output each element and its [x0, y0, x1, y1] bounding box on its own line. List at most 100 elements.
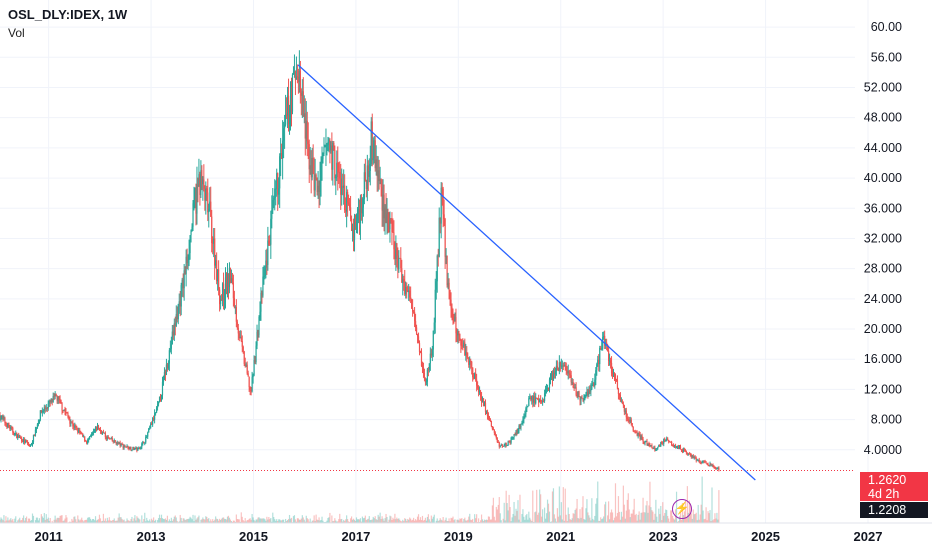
volume-bar [664, 512, 666, 523]
volume-bar [45, 514, 47, 523]
candle-body [59, 399, 61, 401]
candle-body [87, 440, 89, 444]
lightning-bolt-icon[interactable]: ⚡ [672, 499, 692, 519]
candle-body [318, 185, 320, 192]
candle-body [317, 185, 319, 192]
chart-grid [0, 0, 869, 523]
volume-bar [508, 494, 510, 523]
candle-body [103, 432, 105, 434]
volume-bar [505, 490, 507, 523]
symbol-title[interactable]: OSL_DLY:IDEX, 1W [8, 7, 128, 22]
candle-body [327, 142, 329, 145]
candle-body [345, 210, 347, 212]
candle-body [205, 188, 207, 201]
volume-bar [280, 520, 282, 523]
volume-bar [453, 520, 455, 523]
candlestick-series [0, 50, 720, 472]
volume-bar [611, 512, 614, 523]
volume-bar [702, 510, 704, 523]
volume-bar [18, 519, 20, 523]
candle-body [628, 420, 630, 422]
candle-body [344, 185, 346, 211]
volume-bar [260, 518, 262, 523]
candle-body [164, 372, 167, 376]
candle-body [253, 359, 255, 376]
volume-bar [606, 521, 608, 523]
volume-bar [463, 519, 465, 523]
volume-bar [499, 513, 501, 523]
volume-bar [167, 521, 169, 523]
volume-bar [718, 490, 720, 523]
volume-label[interactable]: Vol [8, 26, 25, 40]
volume-bar [446, 520, 448, 523]
volume-bar [6, 520, 8, 523]
volume-bar [585, 508, 587, 523]
candle-body [266, 260, 268, 265]
volume-bar [342, 521, 344, 523]
volume-bar [603, 516, 605, 523]
candle-body [532, 395, 534, 403]
volume-bar [677, 521, 680, 523]
candle-body [453, 319, 455, 321]
candle-body [636, 432, 638, 436]
candle-body [155, 407, 158, 413]
volume-bar [265, 520, 267, 523]
candle-body [378, 170, 380, 182]
volume-bar [99, 518, 102, 523]
volume-bar [187, 519, 189, 523]
candle-body [219, 289, 221, 305]
candle-body [510, 437, 512, 443]
volume-bar [127, 520, 129, 523]
candle-body [233, 298, 235, 308]
volume-bar [493, 516, 495, 523]
candle-body [171, 331, 173, 345]
candle-body [427, 369, 429, 371]
time-tick-label: 2011 [35, 529, 63, 544]
candle-body [671, 442, 673, 445]
volume-bar [350, 516, 353, 523]
volume-bar [55, 519, 57, 523]
volume-bar [114, 520, 116, 523]
volume-bar [660, 505, 662, 523]
volume-bar [406, 520, 408, 523]
trend-line[interactable] [297, 64, 756, 481]
candle-body [433, 322, 435, 331]
volume-bar [633, 498, 635, 523]
candle-body [480, 396, 483, 403]
candle-body [410, 297, 412, 300]
candle-body [431, 349, 433, 356]
price-axis: 60.00 56.00 52.000 48.000 44.000 40.000 36.000… [864, 20, 902, 457]
candle-body [622, 403, 624, 406]
volume-bar [590, 520, 592, 523]
volume-bar [36, 517, 39, 523]
candle-body [260, 292, 262, 312]
candle-body [165, 364, 168, 376]
candle-body [316, 178, 318, 192]
volume-bar [128, 520, 130, 523]
candle-body [11, 427, 13, 428]
volume-bar [87, 517, 89, 523]
candle-body [2, 416, 4, 419]
volume-bar [255, 519, 257, 523]
volume-bar [394, 513, 396, 523]
price-tick-label: 52.000 [864, 80, 902, 94]
volume-bar [259, 518, 261, 523]
volume-bar [273, 517, 275, 523]
candle-body [115, 442, 117, 445]
candle-body [141, 443, 143, 448]
candle-body [47, 403, 49, 409]
volume-bar [516, 510, 518, 523]
candle-body [472, 367, 474, 378]
volume-bar [651, 510, 653, 523]
candle-body [676, 446, 679, 448]
candle-body [592, 383, 594, 386]
volume-bar [275, 520, 277, 523]
candle-body [4, 417, 6, 423]
volume-bar [94, 516, 97, 523]
volume-bar [656, 516, 658, 523]
candle-body [538, 398, 540, 403]
candle-body [554, 371, 557, 375]
volume-bar [30, 520, 33, 523]
volume-bar [9, 519, 11, 523]
